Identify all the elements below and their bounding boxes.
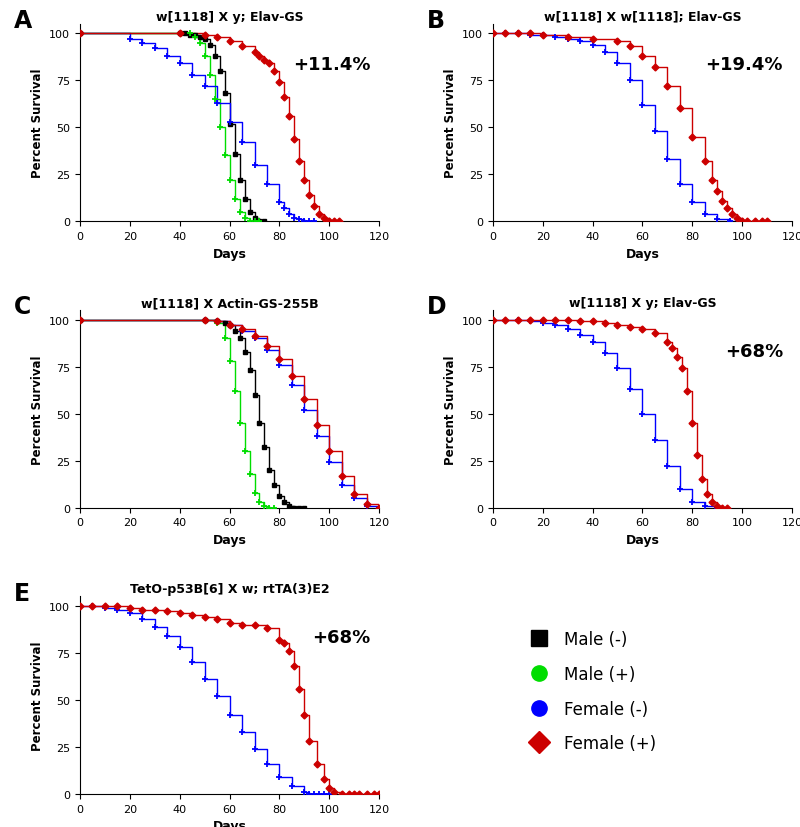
Text: +68%: +68%	[312, 629, 370, 646]
X-axis label: Days: Days	[626, 247, 659, 261]
Y-axis label: Percent Survival: Percent Survival	[30, 355, 44, 464]
Y-axis label: Percent Survival: Percent Survival	[443, 69, 457, 178]
Text: A: A	[14, 9, 33, 33]
Legend: Male (-), Male (+), Female (-), Female (+): Male (-), Male (+), Female (-), Female (…	[516, 624, 663, 759]
Text: C: C	[14, 295, 31, 319]
Text: +11.4%: +11.4%	[293, 56, 370, 74]
X-axis label: Days: Days	[213, 820, 246, 827]
Title: w[1118] X w[1118]; Elav-GS: w[1118] X w[1118]; Elav-GS	[544, 11, 742, 24]
Text: +19.4%: +19.4%	[706, 56, 783, 74]
Text: B: B	[427, 9, 445, 33]
Text: D: D	[427, 295, 446, 319]
Title: w[1118] X y; Elav-GS: w[1118] X y; Elav-GS	[156, 11, 303, 24]
Title: w[1118] X Actin-GS-255B: w[1118] X Actin-GS-255B	[141, 297, 318, 309]
Text: E: E	[14, 581, 30, 605]
X-axis label: Days: Days	[626, 533, 659, 546]
Text: +68%: +68%	[725, 342, 783, 361]
Y-axis label: Percent Survival: Percent Survival	[30, 69, 44, 178]
Y-axis label: Percent Survival: Percent Survival	[30, 641, 44, 750]
Y-axis label: Percent Survival: Percent Survival	[443, 355, 457, 464]
X-axis label: Days: Days	[213, 533, 246, 546]
Title: w[1118] X y; Elav-GS: w[1118] X y; Elav-GS	[569, 297, 716, 309]
Title: TetO-p53B[6] X w; rtTA(3)E2: TetO-p53B[6] X w; rtTA(3)E2	[130, 582, 330, 595]
X-axis label: Days: Days	[213, 247, 246, 261]
